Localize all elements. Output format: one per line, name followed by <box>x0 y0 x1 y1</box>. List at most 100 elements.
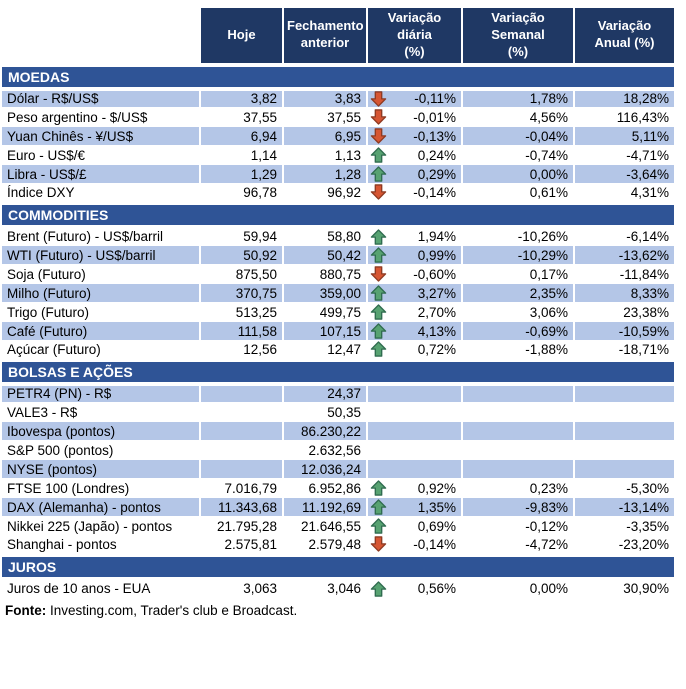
section-title: MOEDAS <box>2 62 674 91</box>
variacao-diaria-cell: -0,13% <box>367 126 463 147</box>
variacao-diaria-cell <box>367 402 463 423</box>
market-table: Hoje Fechamento anterior Variação diária (… <box>2 8 674 599</box>
variacao-anual-value: 18,28% <box>574 88 674 109</box>
variacao-anual-value: -5,30% <box>574 478 674 499</box>
variacao-diaria-value: 2,70% <box>417 304 456 320</box>
row-label: Shanghai - pontos <box>2 535 201 556</box>
fechamento-anterior-value: 6,95 <box>283 126 368 147</box>
variacao-semanal-value: -0,74% <box>462 145 575 166</box>
variacao-semanal-value: 2,35% <box>462 283 575 304</box>
variacao-diaria-cell <box>367 459 463 480</box>
column-header-varia-o-anual: Variação Anual (%) <box>574 8 674 67</box>
variacao-anual-value: -18,71% <box>574 340 674 361</box>
section-title: JUROS <box>2 552 674 581</box>
variacao-diaria-cell <box>367 383 463 404</box>
variacao-anual-value <box>574 402 674 423</box>
fechamento-anterior-value: 86.230,22 <box>283 421 368 442</box>
variacao-semanal-value: 3,06% <box>462 302 575 323</box>
row-label: Brent (Futuro) - US$/barril <box>2 226 201 247</box>
column-header-hoje: Hoje <box>200 8 284 67</box>
hoje-value: 370,75 <box>200 283 284 304</box>
variacao-diaria-cell: -0,14% <box>367 183 463 204</box>
corner-cell <box>2 8 201 67</box>
variacao-diaria-value: -0,14% <box>413 184 456 200</box>
variacao-diaria-value: 1,35% <box>417 499 456 515</box>
variacao-semanal-value: -0,12% <box>462 516 575 537</box>
variacao-diaria-value: 0,72% <box>417 341 456 357</box>
variacao-diaria-cell: 2,70% <box>367 302 463 323</box>
up-arrow-icon <box>370 166 387 182</box>
up-arrow-icon <box>370 518 387 534</box>
variacao-anual-value: -3,64% <box>574 164 674 185</box>
variacao-diaria-cell: 0,92% <box>367 478 463 499</box>
variacao-anual-value <box>574 459 674 480</box>
hoje-value: 50,92 <box>200 245 284 266</box>
table-row: Brent (Futuro) - US$/barril 59,94 58,80 1,9… <box>2 226 674 247</box>
variacao-anual-value: 5,11% <box>574 126 674 147</box>
source-label: Fonte: <box>5 603 47 619</box>
variacao-diaria-cell: -0,11% <box>367 88 463 109</box>
fechamento-anterior-value: 2.579,48 <box>283 535 368 556</box>
variacao-diaria-cell: 0,56% <box>367 578 463 599</box>
row-label: Soja (Futuro) <box>2 264 201 285</box>
table-row: Peso argentino - $/US$ 37,55 37,55 -0,01% 4,… <box>2 107 674 128</box>
hoje-value: 59,94 <box>200 226 284 247</box>
table-row: Dólar - R$/US$ 3,82 3,83 -0,11% 1,78% 18,28% <box>2 88 674 109</box>
down-arrow-icon <box>370 536 387 553</box>
hoje-value: 875,50 <box>200 264 284 285</box>
column-header-row: Hoje Fechamento anterior Variação diária (… <box>2 8 674 67</box>
variacao-anual-value: -6,14% <box>574 226 674 247</box>
row-label: Peso argentino - $/US$ <box>2 107 201 128</box>
row-label: Ibovespa (pontos) <box>2 421 201 442</box>
column-header-varia-o-semanal: Variação Semanal (%) <box>462 8 575 67</box>
variacao-diaria-cell: -0,14% <box>367 535 463 556</box>
table-row: Euro - US$/€ 1,14 1,13 0,24% -0,74% -4,71% <box>2 145 674 166</box>
hoje-value: 1,14 <box>200 145 284 166</box>
hoje-value: 12,56 <box>200 340 284 361</box>
row-label: Dólar - R$/US$ <box>2 88 201 109</box>
table-row: NYSE (pontos) 12.036,24 <box>2 459 674 480</box>
table-row: VALE3 - R$ 50,35 <box>2 402 674 423</box>
up-arrow-icon <box>370 323 387 339</box>
table-row: Café (Futuro) 111,58 107,15 4,13% -0,69% -10,… <box>2 321 674 342</box>
variacao-diaria-value: 0,69% <box>417 518 456 534</box>
row-label: NYSE (pontos) <box>2 459 201 480</box>
row-label: Açúcar (Futuro) <box>2 340 201 361</box>
hoje-value: 513,25 <box>200 302 284 323</box>
hoje-value <box>200 402 284 423</box>
up-arrow-icon <box>370 341 387 358</box>
fechamento-anterior-value: 50,42 <box>283 245 368 266</box>
variacao-diaria-cell: 4,13% <box>367 321 463 342</box>
section-row-juros: JUROS <box>2 552 674 581</box>
table-row: PETR4 (PN) - R$ 24,37 <box>2 383 674 404</box>
up-arrow-icon <box>370 304 387 320</box>
variacao-semanal-value: -10,29% <box>462 245 575 266</box>
fechamento-anterior-value: 12,47 <box>283 340 368 361</box>
up-arrow-icon <box>370 229 387 245</box>
variacao-diaria-cell: 0,24% <box>367 145 463 166</box>
fechamento-anterior-value: 1,28 <box>283 164 368 185</box>
row-label: Euro - US$/€ <box>2 145 201 166</box>
variacao-diaria-value: 3,27% <box>417 285 456 301</box>
down-arrow-icon <box>370 184 387 201</box>
table-row: Milho (Futuro) 370,75 359,00 3,27% 2,35% 8,33… <box>2 283 674 304</box>
hoje-value <box>200 421 284 442</box>
variacao-anual-value: -23,20% <box>574 535 674 556</box>
variacao-diaria-cell: -0,60% <box>367 264 463 285</box>
down-arrow-icon <box>370 128 387 144</box>
variacao-diaria-cell: 0,29% <box>367 164 463 185</box>
row-label: Libra - US$/£ <box>2 164 201 185</box>
source-note: Fonte: Investing.com, Trader's club e Br… <box>5 603 686 618</box>
variacao-semanal-value <box>462 402 575 423</box>
section-title: COMMODITIES <box>2 200 674 229</box>
row-label: DAX (Alemanha) - pontos <box>2 497 201 518</box>
variacao-anual-value: -11,84% <box>574 264 674 285</box>
hoje-value: 11.343,68 <box>200 497 284 518</box>
up-arrow-icon <box>370 480 387 496</box>
variacao-diaria-cell: 0,99% <box>367 245 463 266</box>
variacao-semanal-value: 0,17% <box>462 264 575 285</box>
down-arrow-icon <box>370 266 387 282</box>
variacao-diaria-value: 0,29% <box>417 166 456 182</box>
section-row-moedas: MOEDAS <box>2 62 674 91</box>
section-row-bolsas-e-a-es: BOLSAS E AÇÕES <box>2 357 674 386</box>
